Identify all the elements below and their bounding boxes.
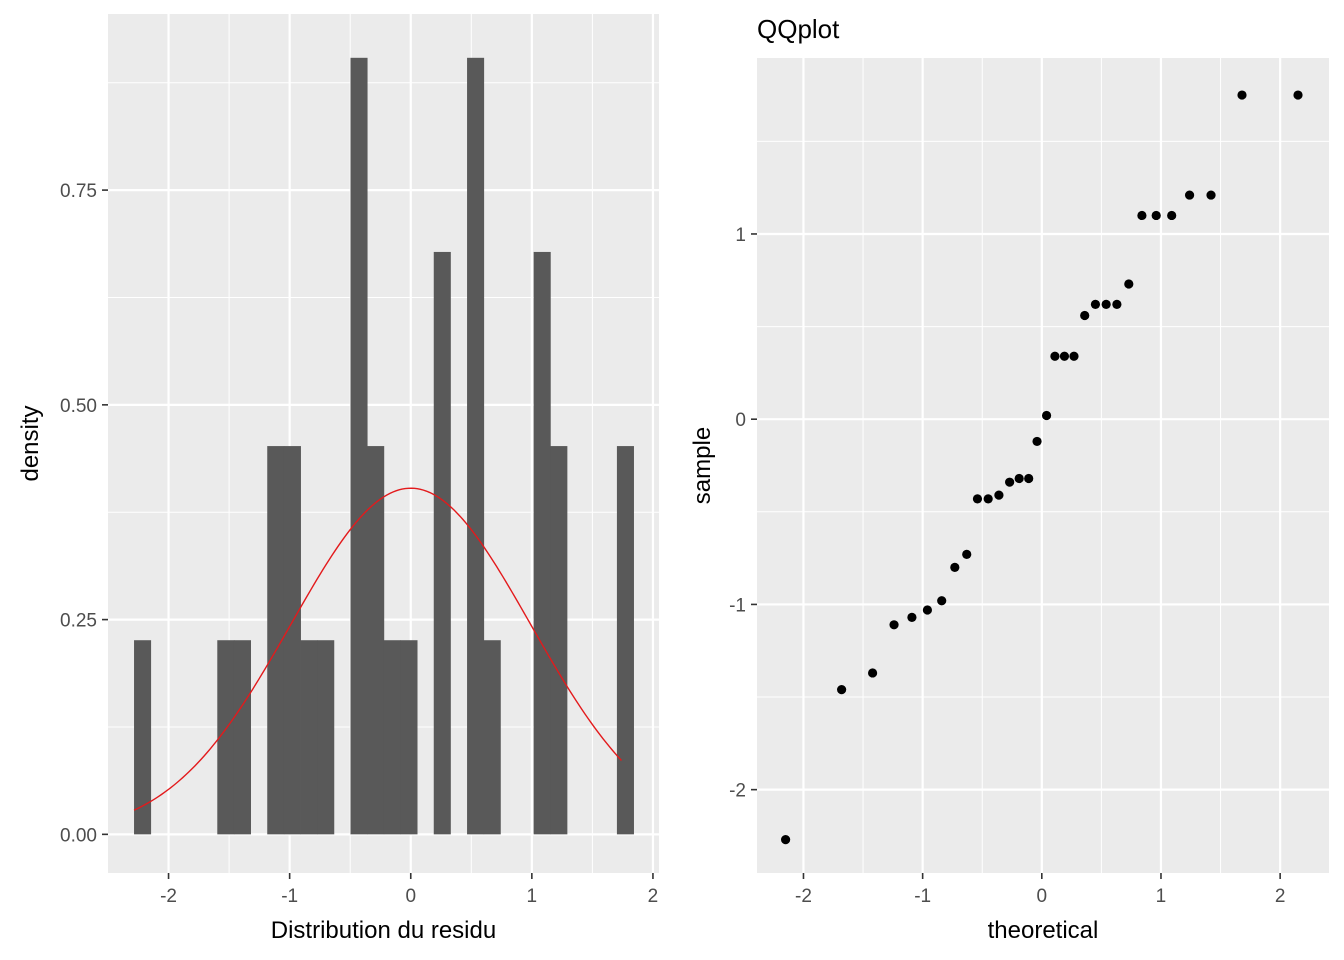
qq-point (1080, 310, 1090, 321)
qq-point (972, 494, 983, 504)
qq-point (1167, 210, 1177, 221)
qqplot-y-axis-title: sample (689, 427, 716, 504)
x-tick-label: 1 (1156, 886, 1167, 907)
qq-point (1184, 190, 1195, 200)
histogram-y-tick-labels: 0.00 0.25 0.50 0.75 (60, 181, 97, 846)
histogram-bar (283, 446, 301, 835)
histogram-panel: -2 -1 0 1 2 0.00 0.25 0.50 0.75 Distribution du… (17, 14, 659, 944)
qq-point (867, 668, 878, 678)
histogram-bar (533, 251, 551, 835)
histogram-bar (550, 446, 568, 835)
qq-point (1151, 210, 1161, 221)
qq-point (1069, 351, 1079, 361)
qq-point (994, 490, 1004, 500)
x-tick-label: 1 (527, 886, 538, 907)
histogram-bar (483, 640, 501, 835)
qqplot-panel: QQplot -2 -1 0 1 2 -2 -1 0 1 theoretical sample (689, 14, 1329, 944)
qqplot-points (781, 90, 1303, 845)
qq-point (1050, 351, 1060, 361)
qq-point (1005, 477, 1015, 487)
x-tick-label: -2 (795, 886, 812, 907)
qq-point (1041, 410, 1052, 421)
qqplot-title: QQplot (757, 14, 840, 44)
qq-point (1032, 436, 1042, 447)
qq-point (1014, 473, 1024, 484)
qq-point (922, 605, 933, 615)
qq-point (1090, 299, 1101, 309)
qq-point (937, 596, 947, 606)
qq-point (983, 494, 993, 504)
x-tick-label: -1 (281, 886, 298, 907)
x-tick-label: 2 (1275, 886, 1286, 907)
y-tick-label: 0.00 (60, 825, 97, 846)
qq-point (1124, 279, 1134, 289)
histogram-bar (217, 640, 235, 835)
qqplot-tick-marks (751, 233, 1281, 879)
qqplot-plot-background (757, 58, 1329, 873)
y-tick-label: -1 (729, 595, 746, 616)
y-tick-label: 1 (735, 225, 746, 246)
qqplot-y-tick-labels: -2 -1 0 1 (729, 225, 746, 802)
x-tick-label: 0 (1037, 886, 1048, 907)
qq-point (781, 835, 791, 845)
histogram-bar (433, 251, 451, 835)
qq-point (962, 549, 972, 560)
x-tick-label: -1 (914, 886, 931, 907)
histogram-bar (383, 640, 401, 835)
qq-point (837, 685, 847, 695)
qq-point (1293, 90, 1303, 100)
y-tick-label: 0 (735, 410, 746, 431)
y-tick-label: 0.75 (60, 181, 97, 202)
x-tick-label: -2 (160, 886, 177, 907)
histogram-bar (367, 446, 385, 835)
qq-point (1024, 473, 1034, 484)
qq-point (889, 620, 899, 630)
histogram-tick-marks (102, 189, 654, 879)
histogram-bar (267, 446, 285, 835)
y-tick-label: -2 (729, 781, 746, 802)
histogram-bar (300, 640, 318, 835)
histogram-bars (134, 57, 634, 835)
histogram-bar (616, 446, 634, 835)
qqplot-grid (757, 58, 1329, 873)
histogram-y-axis-title: density (17, 405, 44, 481)
x-tick-label: 2 (648, 886, 659, 907)
histogram-bar (400, 640, 418, 835)
qq-point (1237, 90, 1247, 100)
qq-point (907, 612, 917, 622)
qqplot-x-axis-title: theoretical (988, 917, 1099, 944)
qq-point (1059, 351, 1070, 361)
qq-point (1101, 299, 1111, 309)
y-tick-label: 0.50 (60, 396, 97, 417)
histogram-bar (317, 640, 335, 835)
x-tick-label: 0 (405, 886, 416, 907)
histogram-bar (134, 640, 152, 835)
qq-point (950, 562, 960, 572)
histogram-bar (350, 57, 368, 835)
histogram-bar (233, 640, 251, 835)
qq-point (1137, 210, 1147, 221)
density-curve (133, 487, 622, 811)
histogram-bar (467, 57, 485, 835)
qq-point (1112, 299, 1122, 309)
y-tick-label: 0.25 (60, 611, 97, 632)
histogram-x-axis-title: Distribution du residu (271, 917, 496, 944)
qq-point (1206, 190, 1216, 200)
qqplot-x-tick-labels: -2 -1 0 1 2 (795, 886, 1285, 907)
histogram-x-tick-labels: -2 -1 0 1 2 (160, 886, 658, 907)
